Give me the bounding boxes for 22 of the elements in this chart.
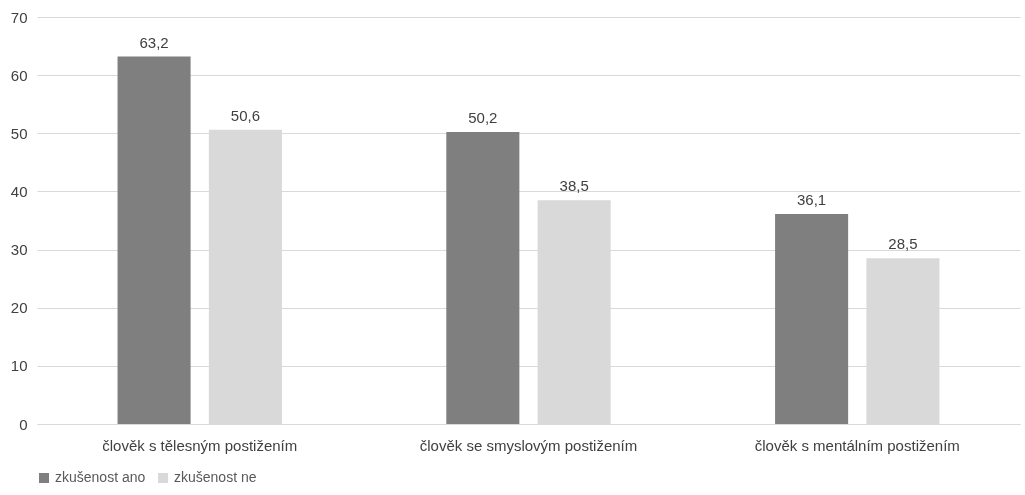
y-tick-label: 70 (10, 8, 28, 26)
bar (117, 56, 191, 424)
data-label: 63,2 (139, 33, 169, 51)
y-tick-label: 60 (10, 66, 28, 84)
y-tick-label: 50 (10, 124, 28, 142)
data-label: 28,5 (888, 235, 918, 253)
y-tick-label: 20 (10, 299, 28, 317)
data-label: 36,1 (797, 191, 827, 209)
x-tick-label: člověk s mentálním postižením (754, 436, 960, 454)
legend-label: zkušenost ne (174, 469, 257, 485)
x-tick-label: člověk se smyslovým postižením (419, 436, 638, 454)
y-tick-label: 10 (10, 357, 28, 375)
y-tick-label: 30 (10, 241, 28, 259)
data-label: 50,6 (230, 106, 260, 124)
bar (775, 214, 849, 424)
y-tick-label: 0 (19, 415, 28, 433)
bar (446, 132, 520, 424)
legend-label: zkušenost ano (55, 469, 146, 485)
x-tick-label: člověk s tělesným postižením (102, 436, 298, 454)
data-label: 50,2 (468, 109, 498, 127)
data-label: 38,5 (559, 177, 589, 195)
y-tick-label: 40 (10, 182, 28, 200)
